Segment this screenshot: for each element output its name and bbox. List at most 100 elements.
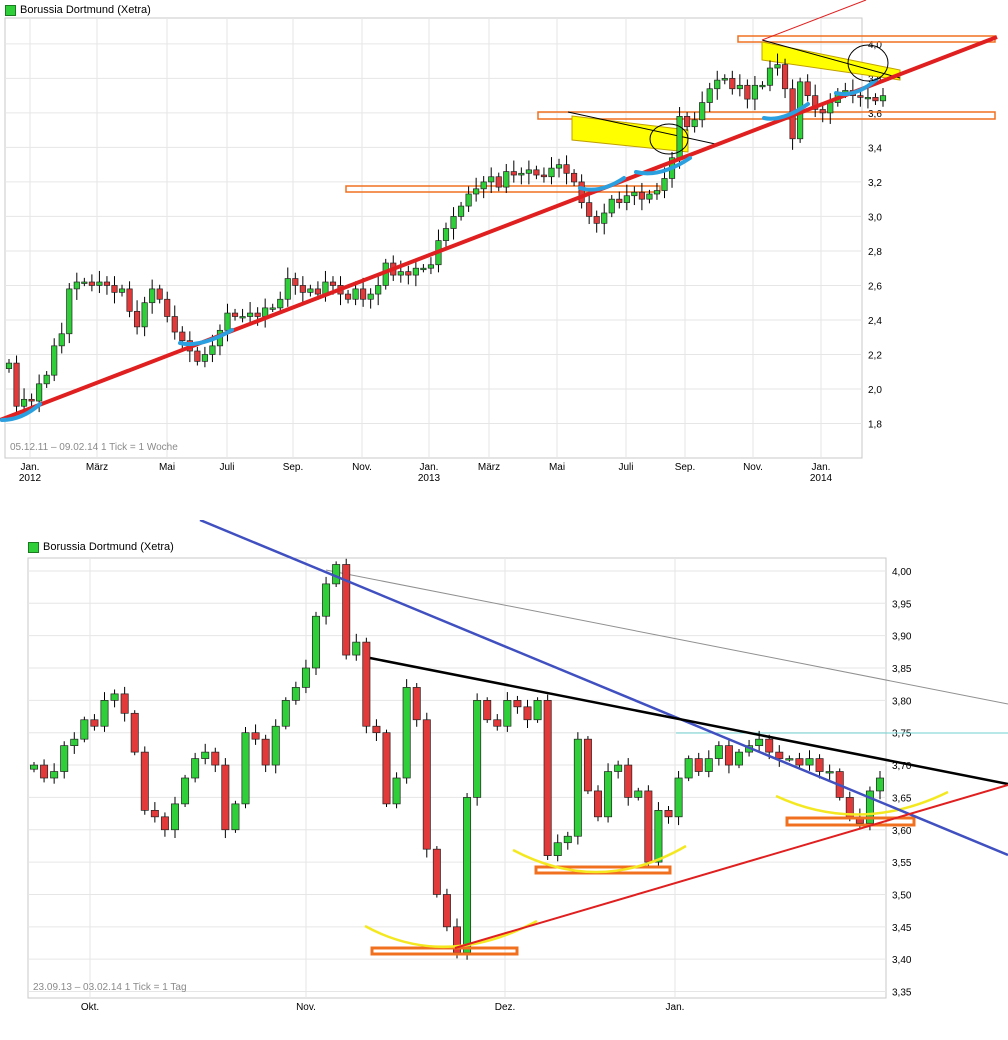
- x-tick-label: Jan.: [420, 462, 439, 473]
- candle-down: [164, 298, 171, 317]
- support-box: [345, 185, 661, 193]
- y-tick-label: 3,50: [892, 890, 912, 901]
- candle-up: [301, 667, 310, 688]
- candle-down: [140, 751, 149, 811]
- candle-up: [864, 97, 871, 100]
- candle-up: [50, 771, 59, 779]
- y-tick-label: 3,45: [892, 923, 912, 934]
- candle-down: [405, 271, 412, 276]
- y-tick-label: 3,95: [892, 599, 912, 610]
- candle-up: [247, 312, 254, 317]
- candle-down: [111, 285, 118, 293]
- y-tick-label: 4,0: [868, 40, 882, 51]
- support-arc: [512, 844, 687, 874]
- candle-up: [553, 842, 562, 856]
- x-tick-label: Nov.: [352, 462, 372, 473]
- candle-up: [191, 758, 200, 779]
- candle-up: [465, 193, 472, 207]
- candle-down: [292, 278, 299, 286]
- candle-up: [548, 167, 555, 178]
- candle-up: [241, 732, 250, 805]
- y-tick-label: 2,4: [868, 316, 882, 327]
- candle-up: [281, 700, 290, 727]
- candle-up: [322, 583, 331, 617]
- x-tick-label: Mai: [159, 462, 175, 473]
- candle-down: [795, 758, 804, 766]
- candle-down: [382, 732, 391, 805]
- chart-title-text: Borussia Dortmund (Xetra): [20, 4, 151, 16]
- candle-up: [573, 738, 582, 837]
- red-trend-line: [454, 784, 1008, 949]
- candle-down: [684, 116, 691, 128]
- candle-down: [432, 848, 441, 895]
- candle-down: [254, 312, 261, 317]
- candle-up: [450, 216, 457, 229]
- candle-down: [804, 81, 811, 96]
- candle-up: [269, 307, 276, 310]
- yellow-channel: [761, 41, 901, 81]
- candle-up: [100, 700, 109, 727]
- candle-down: [126, 288, 133, 312]
- candle-down: [583, 738, 592, 792]
- y-tick-label: 3,80: [892, 696, 912, 707]
- candle-up: [825, 771, 834, 774]
- candle-up: [634, 790, 643, 798]
- candle-up: [181, 777, 190, 805]
- candle-down: [442, 894, 451, 928]
- x-tick-label: März: [86, 462, 108, 473]
- candle-up: [284, 278, 291, 300]
- candle-up: [36, 383, 43, 402]
- candle-up: [352, 288, 359, 300]
- y-tick-label: 2,6: [868, 281, 882, 292]
- candle-down: [586, 202, 593, 217]
- support-swoosh: [634, 156, 692, 176]
- candle-up: [827, 102, 834, 114]
- candle-up: [291, 687, 300, 701]
- candle-down: [493, 719, 502, 727]
- y-tick-label: 3,35: [892, 988, 912, 999]
- candle-up: [751, 84, 758, 100]
- candle-up: [73, 281, 80, 290]
- candle-up: [80, 719, 89, 740]
- candle-up: [785, 758, 794, 761]
- candle-up: [473, 700, 482, 798]
- y-tick-label: 2,8: [868, 247, 882, 258]
- candle-up: [60, 745, 69, 772]
- range-info-label: 05.12.11 – 09.02.14 1 Tick = 1 Woche: [10, 442, 178, 453]
- x-tick-label: März: [478, 462, 500, 473]
- candle-up: [271, 725, 280, 766]
- candle-down: [299, 285, 306, 293]
- x-tick-label: Jan.: [21, 462, 40, 473]
- candle-up: [397, 271, 404, 276]
- support-box: [785, 816, 916, 827]
- candle-up: [879, 95, 887, 102]
- candle-up: [412, 267, 419, 276]
- candle-up: [427, 264, 434, 269]
- candle-up: [5, 362, 13, 369]
- candle-up: [66, 288, 73, 335]
- candle-down: [150, 810, 159, 818]
- x-tick-label: Nov.: [743, 462, 763, 473]
- legend-swatch-icon: [5, 4, 16, 16]
- y-tick-label: 3,4: [868, 143, 882, 154]
- candle-up: [646, 193, 653, 200]
- x-tick-label: Jan.: [666, 1002, 685, 1013]
- y-tick-label: 1,8: [868, 419, 882, 430]
- candle-down: [765, 738, 774, 753]
- candle-up: [759, 84, 766, 88]
- candle-down: [533, 169, 540, 176]
- candle-up: [525, 169, 532, 174]
- candle-up: [201, 751, 210, 759]
- candle-up: [375, 285, 382, 295]
- candle-up: [480, 181, 487, 190]
- candle-up: [674, 777, 683, 818]
- blue-trend-line: [199, 520, 1008, 857]
- candle-down: [179, 331, 186, 342]
- candle-up: [604, 771, 613, 818]
- candle-down: [120, 693, 129, 714]
- candle-down: [360, 288, 367, 300]
- y-tick-label: 3,6: [868, 109, 882, 120]
- support-swoosh: [578, 176, 626, 192]
- candle-down: [362, 641, 371, 727]
- candle-down: [510, 171, 517, 176]
